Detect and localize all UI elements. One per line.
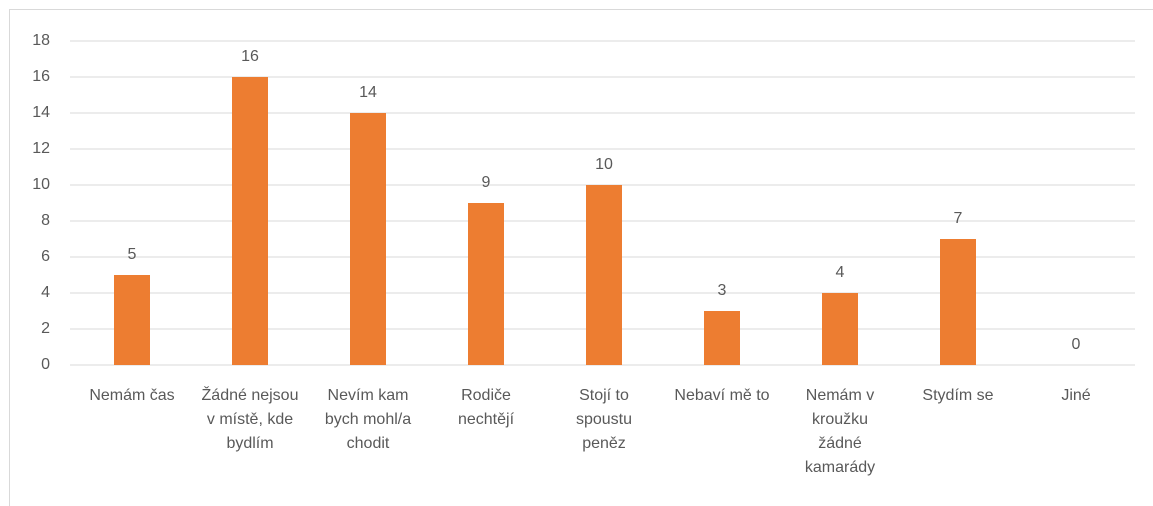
bar [940, 239, 976, 365]
data-label: 5 [128, 246, 137, 263]
y-tick-label: 14 [32, 104, 50, 121]
y-tick-label: 12 [32, 140, 50, 157]
x-tick-label: Nevím kam bych mohl/a chodit [324, 387, 412, 452]
x-tick-label: Jiné [1061, 387, 1091, 404]
y-tick-label: 10 [32, 176, 50, 193]
x-tick-label: Stojí to spoustu peněz [575, 387, 633, 452]
data-label: 0 [1072, 336, 1081, 353]
y-tick-label: 18 [32, 32, 50, 49]
bar [468, 203, 504, 365]
bar [822, 293, 858, 365]
data-label: 7 [954, 210, 963, 227]
x-tick-label: Rodiče nechtějí [457, 387, 515, 428]
y-tick-label: 8 [41, 212, 50, 229]
data-label: 4 [836, 264, 845, 281]
x-tick-label: Žádné nejsou v místě, kde bydlím [201, 387, 299, 452]
data-label: 16 [241, 48, 259, 65]
y-tick-label: 16 [32, 68, 50, 85]
y-tick-label: 6 [41, 248, 50, 265]
x-tick-label: Stydím se [922, 387, 994, 404]
bar [232, 77, 268, 365]
y-tick-label: 4 [41, 284, 50, 301]
x-tick-label: Nemám čas [89, 387, 175, 404]
data-label: 14 [359, 84, 377, 101]
bar [114, 275, 150, 365]
data-label: 3 [718, 282, 727, 299]
bar [350, 113, 386, 365]
data-label: 9 [482, 174, 491, 191]
data-label: 10 [595, 156, 613, 173]
chart-border [9, 9, 1153, 506]
x-tick-label: Nemám v kroužku žádné kamarády [804, 387, 876, 476]
x-tick-label: Nebaví mě to [674, 387, 770, 404]
y-tick-label: 2 [41, 320, 50, 337]
y-tick-label: 0 [41, 356, 50, 373]
bar [704, 311, 740, 365]
bar [586, 185, 622, 365]
